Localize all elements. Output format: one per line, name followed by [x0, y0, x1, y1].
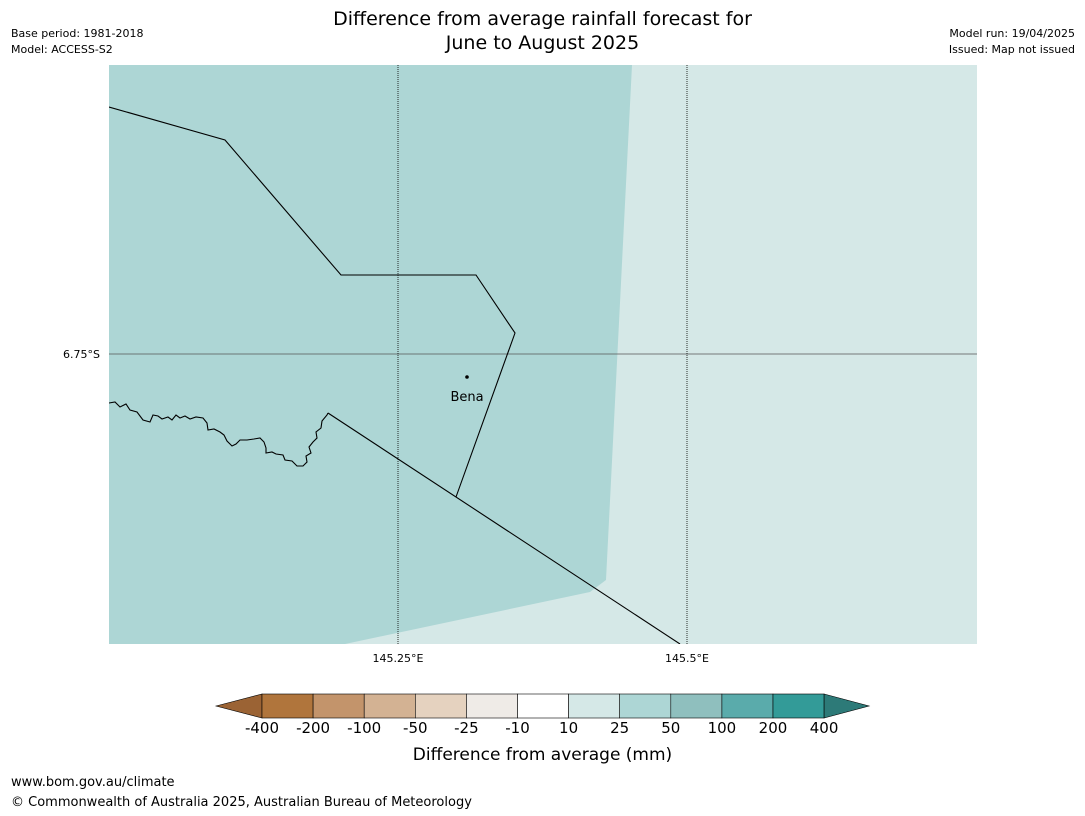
colorbar-tick-label: -400 — [244, 719, 280, 737]
colorbar-cell — [261, 693, 314, 719]
issued-text: Issued: Map not issued — [948, 43, 1075, 56]
colorbar-tick-label: 400 — [809, 719, 839, 737]
footer-url: www.bom.gov.au/climate — [11, 775, 175, 790]
colorbar-tick-label: -25 — [454, 719, 479, 737]
rainfall-map: Bena 6.75°S 145.25°E 145.5°E — [63, 65, 977, 665]
province-boundary — [109, 106, 516, 498]
colorbar-cell — [517, 693, 569, 719]
latitude-label: 6.75°S — [63, 348, 100, 361]
footer-copyright: © Commonwealth of Australia 2025, Austra… — [11, 795, 472, 810]
longitude-label-145-25: 145.25°E — [373, 652, 424, 665]
colorbar-cell — [312, 693, 365, 719]
colorbar-tick-label: -200 — [296, 719, 331, 737]
map-title-line2: June to August 2025 — [445, 32, 640, 54]
colorbar-tick-label: 200 — [758, 719, 788, 737]
meta-right: Model run: 19/04/2025 Issued: Map not is… — [949, 26, 1075, 58]
model-run-text: Model run: 19/04/2025 — [949, 27, 1075, 40]
colorbar-tick-label: 100 — [707, 719, 737, 737]
colorbar — [214, 693, 871, 719]
colorbar-cell — [619, 693, 672, 719]
longitude-label-145-5: 145.5°E — [665, 652, 709, 665]
map-title-line1: Difference from average rainfall forecas… — [333, 8, 752, 30]
river-boundary — [109, 401, 329, 467]
colorbar-title: Difference from average (mm) — [412, 745, 673, 765]
colorbar-cell — [414, 693, 467, 719]
colorbar-cell — [363, 693, 416, 719]
colorbar-cell — [670, 693, 723, 719]
bena-marker — [465, 375, 469, 379]
colorbar-tick-label: 10 — [559, 719, 579, 737]
colorbar-cell — [721, 693, 774, 719]
map-title: Difference from average rainfall forecas… — [0, 7, 1085, 55]
colorbar-extend-high — [823, 693, 871, 719]
colorbar-tick-label: -10 — [505, 719, 530, 737]
colorbar-tick-label: -50 — [403, 719, 428, 737]
place-label-bena: Bena — [450, 390, 483, 405]
province-boundary-south — [327, 412, 681, 644]
colorbar-tick-label: 25 — [610, 719, 630, 737]
colorbar-extend-low — [214, 693, 263, 719]
map-zone-25-50 — [109, 65, 632, 644]
colorbar-cell — [772, 693, 825, 719]
colorbar-cell — [568, 693, 620, 719]
meta-left: Base period: 1981-2018 Model: ACCESS-S2 — [11, 26, 143, 58]
colorbar-tick-label: -100 — [347, 719, 382, 737]
base-period-text: Base period: 1981-2018 — [11, 27, 144, 40]
colorbar-cell — [466, 693, 518, 719]
model-text: Model: ACCESS-S2 — [11, 43, 113, 56]
colorbar-tick-label: 50 — [661, 719, 681, 737]
